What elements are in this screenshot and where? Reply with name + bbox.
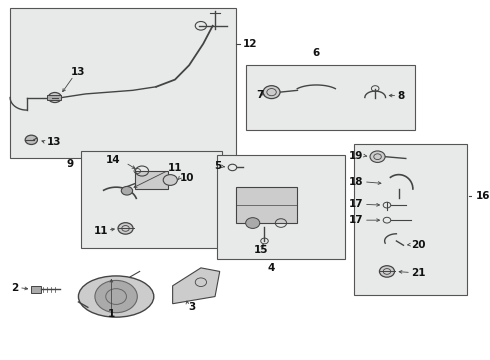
Text: 21: 21: [412, 267, 426, 278]
Text: 1: 1: [108, 310, 115, 319]
Circle shape: [118, 223, 133, 234]
Text: 13: 13: [71, 67, 86, 77]
Circle shape: [379, 266, 394, 277]
Text: 17: 17: [349, 215, 364, 225]
Ellipse shape: [78, 276, 154, 317]
Text: 13: 13: [47, 138, 61, 147]
Circle shape: [245, 218, 260, 228]
Circle shape: [122, 186, 133, 195]
Text: 2: 2: [11, 283, 19, 293]
Text: 14: 14: [106, 155, 121, 165]
Text: 19: 19: [349, 150, 364, 161]
Text: 4: 4: [268, 263, 275, 273]
Text: 3: 3: [188, 302, 196, 312]
Text: 9: 9: [67, 159, 74, 169]
Text: 5: 5: [214, 161, 221, 171]
Text: 11: 11: [168, 163, 182, 173]
Polygon shape: [172, 268, 220, 304]
Text: 6: 6: [313, 48, 320, 58]
Bar: [47, 95, 61, 100]
Text: 10: 10: [180, 173, 194, 183]
Bar: [10, 8, 236, 158]
Circle shape: [95, 280, 137, 313]
Bar: [354, 144, 467, 295]
Circle shape: [263, 86, 280, 99]
Bar: [218, 155, 344, 259]
Circle shape: [370, 151, 385, 162]
Text: 20: 20: [412, 239, 426, 249]
Circle shape: [49, 93, 61, 103]
Text: 15: 15: [254, 245, 269, 255]
Text: 16: 16: [475, 191, 490, 201]
Bar: [236, 187, 297, 223]
Bar: [31, 286, 41, 293]
Text: 7: 7: [256, 90, 264, 100]
Circle shape: [163, 175, 177, 185]
Text: 11: 11: [94, 226, 108, 236]
Text: 18: 18: [349, 177, 364, 187]
Text: 12: 12: [244, 39, 258, 49]
Bar: [245, 65, 415, 130]
Text: 8: 8: [398, 91, 405, 101]
Circle shape: [25, 135, 37, 144]
Bar: [135, 171, 168, 189]
Bar: [81, 151, 222, 248]
Text: 17: 17: [349, 199, 364, 210]
